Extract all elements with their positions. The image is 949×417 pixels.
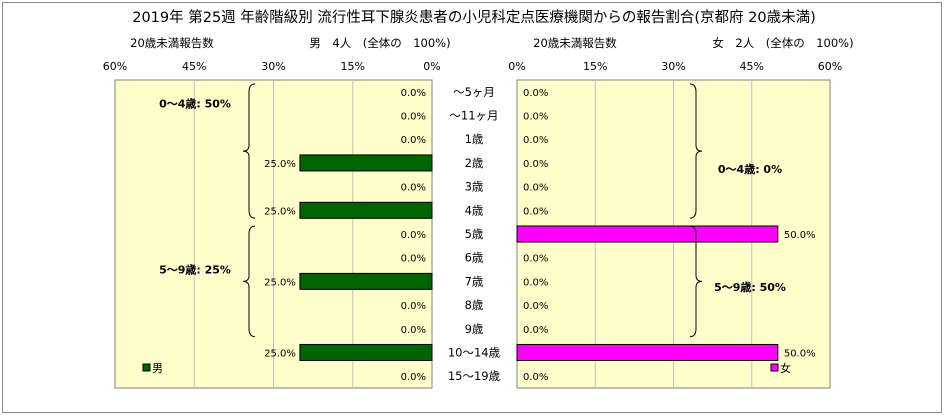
age-category-label: 10〜14歳 [448,345,501,359]
female-legend-swatch [770,363,779,372]
female-value-label: 0.0% [523,135,548,146]
male-tick-label: 45% [182,60,206,73]
male-legend-swatch [142,363,151,372]
male-brace-5-9 [242,225,256,338]
male-tick-label: 15% [341,60,365,73]
age-category-label: 7歳 [465,274,484,288]
male-value-label: 25.0% [264,277,296,288]
male-group-0-4-label: 0〜4歳: 50% [159,97,231,111]
male-bar [299,272,433,290]
age-category-label: 8歳 [465,298,484,312]
female-value-label: 0.0% [523,277,548,288]
age-category-label: 15〜19歳 [448,369,501,383]
female-caption: 20歳未満報告数 [533,36,617,50]
female-value-label: 0.0% [523,301,548,312]
age-category-label: 4歳 [465,203,484,217]
female-bar [516,343,779,361]
age-category-label: 6歳 [465,251,484,265]
male-value-label: 0.0% [401,372,426,383]
male-panel: 20歳未満報告数 男 4人 (全体の 100%) 60% 45% 30% 15% 0% 0.0… [103,36,451,389]
age-category-label: 3歳 [465,180,484,194]
male-group-5-9-label: 5〜9歳: 25% [159,263,231,277]
female-tick-label: 45% [740,60,764,73]
male-value-label: 0.0% [401,88,426,99]
age-category-label: 5歳 [465,227,484,241]
male-value-label: 0.0% [401,325,426,336]
female-value-label: 0.0% [523,254,548,265]
male-value-label: 0.0% [401,301,426,312]
male-value-label: 0.0% [401,254,426,265]
female-value-label: 0.0% [523,183,548,194]
female-value-label: 0.0% [523,112,548,123]
male-tick-label: 30% [261,60,285,73]
female-tick-label: 15% [583,60,607,73]
age-category-label: 〜11ヶ月 [449,109,498,123]
male-header: 男 4人 (全体の 100%) [309,36,450,50]
female-group-5-9-label: 5〜9歳: 50% [714,280,786,294]
female-value-label: 0.0% [523,206,548,217]
male-value-label: 25.0% [264,206,296,217]
female-brace-5-9 [689,225,703,338]
age-category-labels: 〜5ヶ月〜11ヶ月 1歳 2歳 3歳 4歳 5歳 6歳 7歳 8歳 9歳 10〜14歳 15〜19歳 [448,85,501,383]
female-value-label: 0.0% [523,372,548,383]
male-tick-label: 60% [103,60,127,73]
female-group-0-4-label: 0〜4歳: 0% [718,162,782,176]
male-value-label: 0.0% [401,112,426,123]
female-brace-0-4 [689,83,703,219]
female-value-label: 50.0% [784,230,816,241]
female-bar [516,225,779,243]
age-category-label: 〜5ヶ月 [453,85,495,99]
male-value-label: 0.0% [401,230,426,241]
male-legend-label: 男 [152,362,163,375]
male-caption: 20歳未満報告数 [130,36,214,50]
female-tick-label: 30% [661,60,685,73]
male-bar [299,154,433,172]
female-value-label: 50.0% [784,348,816,359]
female-value-label: 0.0% [523,325,548,336]
age-category-label: 9歳 [465,322,484,336]
female-legend-label: 女 [780,361,791,375]
male-value-label: 0.0% [401,183,426,194]
female-tick-label: 60% [818,60,842,73]
female-value-label: 0.0% [523,159,548,170]
male-value-label: 25.0% [264,348,296,359]
chart-title: 2019年 第25週 年齢階級別 流行性耳下腺炎患者の小児科定点医療機関からの報… [132,8,816,26]
male-brace-0-4 [242,83,256,219]
female-header: 女 2人 (全体の 100%) [712,36,853,50]
male-value-label: 25.0% [264,159,296,170]
male-tick-label: 0% [423,60,440,73]
age-category-label: 2歳 [465,156,484,170]
female-value-label: 0.0% [523,88,548,99]
female-panel: 20歳未満報告数 女 2人 (全体の 100%) 0% 15% 30% 45% 60% 0.0… [508,36,854,389]
age-category-label: 1歳 [465,132,484,146]
male-bar [299,343,433,361]
male-value-label: 0.0% [401,135,426,146]
female-tick-label: 0% [508,60,525,73]
male-bar [299,201,433,219]
